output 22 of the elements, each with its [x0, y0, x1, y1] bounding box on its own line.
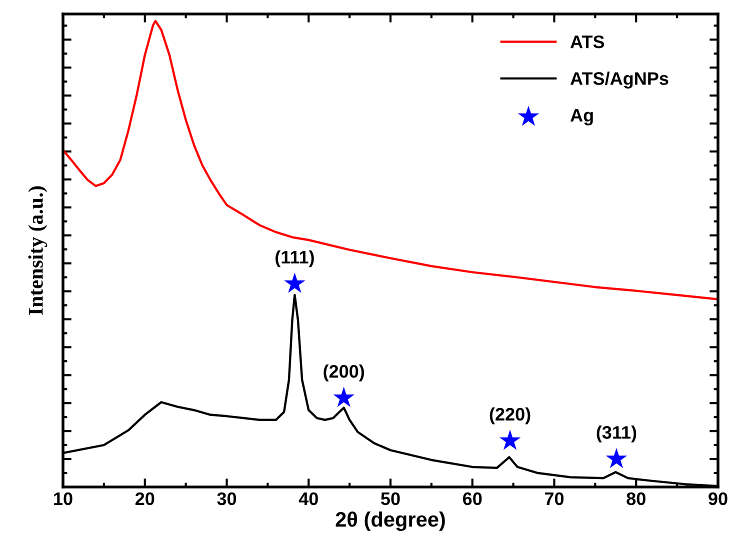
- annotation: (311): [596, 426, 636, 442]
- x-axis-title: 2θ (degree): [336, 511, 445, 531]
- point: [499, 430, 521, 450]
- x-tick-label: 30: [217, 492, 236, 506]
- x-tick-label: 70: [544, 492, 564, 506]
- x-tick-label: 10: [54, 492, 72, 506]
- x-tick-label: 90: [708, 492, 728, 506]
- x-tick-label: 40: [298, 492, 318, 506]
- legend-label: ATS: [570, 35, 604, 48]
- x-tick-label: 20: [135, 492, 154, 506]
- legend-label: Ag: [570, 109, 593, 126]
- annotation: (220): [490, 407, 530, 424]
- point: [606, 448, 628, 468]
- annotation: (111): [276, 250, 314, 268]
- point: [333, 386, 354, 408]
- x-tick-label: 80: [626, 492, 646, 506]
- x-tick-label: 50: [381, 492, 400, 506]
- x-tick-label: 60: [462, 492, 482, 506]
- legend-label: ATS/AgNPs: [570, 72, 668, 89]
- annotation: (200): [324, 364, 364, 382]
- y-axis-title: Intensity (a.u.): [28, 186, 48, 315]
- point: [284, 272, 306, 293]
